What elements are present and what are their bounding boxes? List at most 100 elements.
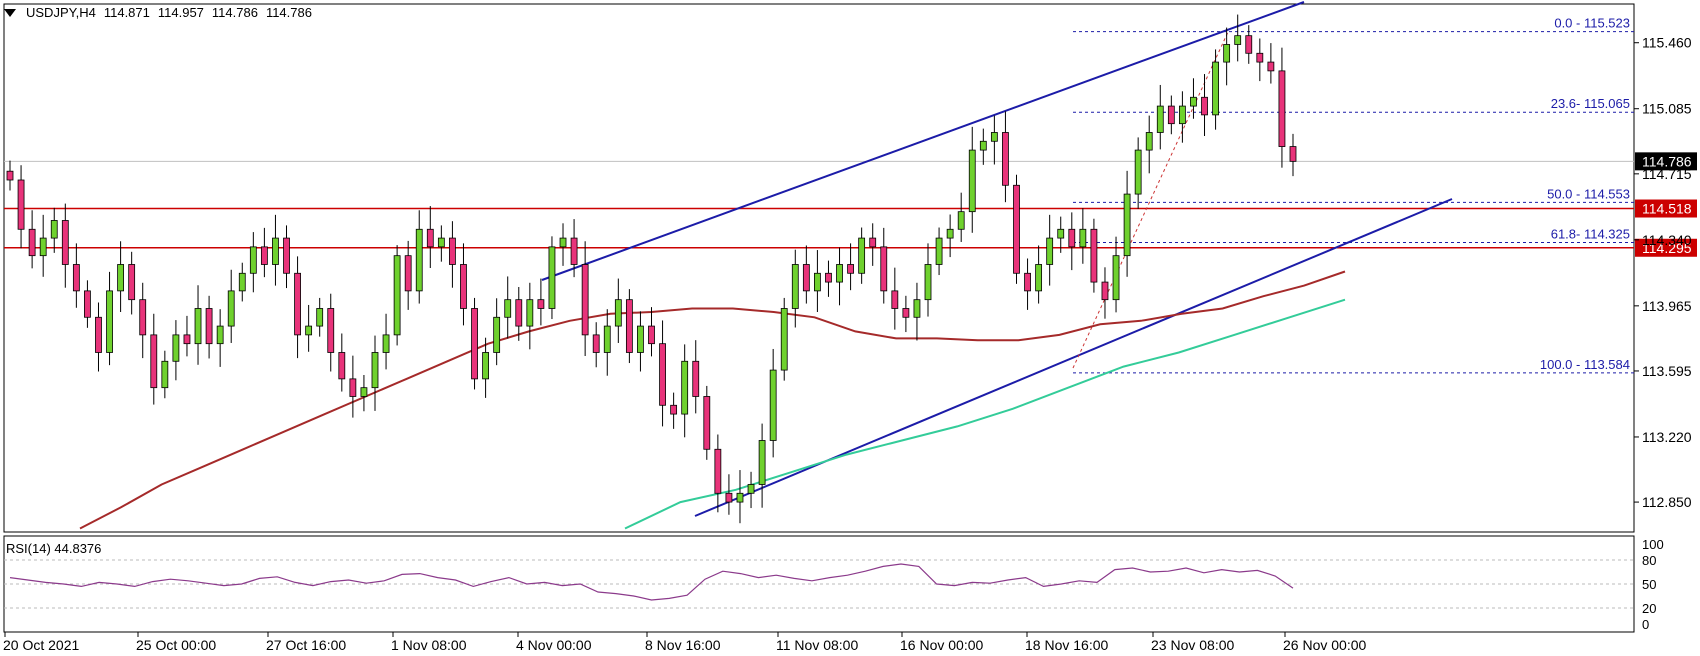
candle-body (769, 369, 777, 441)
rsi-tick-label: 80 (1642, 553, 1656, 568)
candle (1090, 218, 1098, 293)
candle (1190, 78, 1197, 119)
candle (28, 210, 36, 269)
candle (758, 423, 766, 508)
candle (305, 304, 313, 352)
current-price-tag (1635, 152, 1697, 171)
candle (249, 232, 257, 293)
candle (802, 245, 810, 304)
candle (139, 282, 147, 359)
candle-body (1278, 70, 1286, 147)
candle-body (6, 170, 14, 181)
candle (968, 126, 976, 233)
candle-body (382, 334, 390, 353)
candle-body (968, 149, 976, 213)
candle-body (95, 316, 102, 353)
candle-body (117, 264, 125, 292)
fib-swing-line (1072, 31, 1229, 369)
fib-level-label: 100.0 - 113.584 (1540, 357, 1630, 372)
level-price-label: 114.295 (1642, 240, 1692, 256)
candle-body (139, 299, 147, 336)
candle-body (880, 246, 888, 292)
candle-body (161, 360, 169, 389)
candle-body (294, 272, 301, 336)
candle-body (1090, 228, 1098, 283)
candle (614, 278, 622, 343)
fib-level-label: 50.0 - 114.553 (1547, 186, 1630, 201)
candle (946, 214, 954, 258)
candle-body (172, 334, 180, 362)
candle (1046, 214, 1054, 286)
candle (935, 227, 943, 276)
fib-level-label: 61.8- 114.325 (1551, 226, 1630, 241)
candle (128, 251, 136, 315)
candle-body (437, 237, 445, 248)
candle (6, 160, 14, 191)
candle (39, 214, 47, 277)
candle (537, 278, 545, 326)
candle-body (72, 264, 80, 292)
price-tick-label: 114.340 (1642, 232, 1692, 248)
candle-body (460, 264, 467, 309)
rsi-header: RSI(14) 44.8376 (6, 541, 102, 556)
candle-body (360, 387, 368, 397)
candle (1035, 245, 1043, 304)
chart-header: USDJPY,H4 114.871 114.957 114.786 114.78… (4, 5, 312, 20)
time-tick-label: 25 Oct 00:00 (136, 637, 216, 653)
candle-body (216, 325, 224, 345)
candle (415, 210, 423, 304)
candle-body (603, 325, 611, 353)
candle-body (791, 264, 799, 309)
fib-level-label: 0.0 - 115.523 (1554, 16, 1630, 31)
symbol-label: USDJPY,H4 (26, 5, 96, 20)
candle-body (316, 308, 324, 327)
candle-body (570, 237, 578, 265)
candle (238, 262, 246, 302)
candle (1234, 14, 1242, 62)
candle (161, 350, 169, 399)
candle (504, 276, 512, 339)
candle (327, 293, 335, 372)
candle (769, 348, 777, 458)
main-panel-frame (3, 3, 1635, 533)
candle (1223, 27, 1231, 86)
candle (692, 340, 700, 414)
rsi-tick-label: 20 (1642, 601, 1656, 616)
rsi-line (9, 563, 1294, 601)
candle-body (272, 237, 279, 265)
candle (637, 311, 644, 372)
moving-average-line (624, 298, 1346, 530)
candle-body (249, 246, 257, 274)
candle-body (393, 255, 401, 336)
candle (880, 227, 888, 304)
candlesticks (6, 14, 1297, 524)
candle (902, 295, 910, 333)
candle-body (747, 484, 755, 494)
candle-body (1002, 132, 1009, 186)
candle (260, 227, 268, 278)
time-tick-label: 1 Nov 08:00 (391, 637, 467, 653)
candle (61, 203, 69, 288)
dropdown-triangle-icon[interactable] (4, 8, 16, 17)
candle-body (648, 325, 655, 345)
candle (791, 249, 799, 328)
candle-body (858, 237, 866, 274)
candle (227, 269, 235, 343)
candle (670, 392, 678, 429)
candle-body (50, 220, 58, 239)
candle (836, 247, 843, 306)
candle-body (1245, 35, 1253, 54)
candle (1289, 133, 1297, 177)
candle (382, 313, 390, 370)
candle (404, 240, 412, 310)
candle (725, 474, 733, 515)
price-tick-label: 113.965 (1642, 298, 1692, 314)
open-value: 114.871 (103, 5, 150, 20)
candle-body (869, 237, 877, 248)
candle-body (449, 237, 456, 265)
price-tick-label: 115.460 (1642, 35, 1692, 51)
time-tick-label: 11 Nov 08:00 (776, 637, 858, 653)
candle-body (205, 308, 213, 345)
high-value: 114.957 (157, 5, 204, 20)
